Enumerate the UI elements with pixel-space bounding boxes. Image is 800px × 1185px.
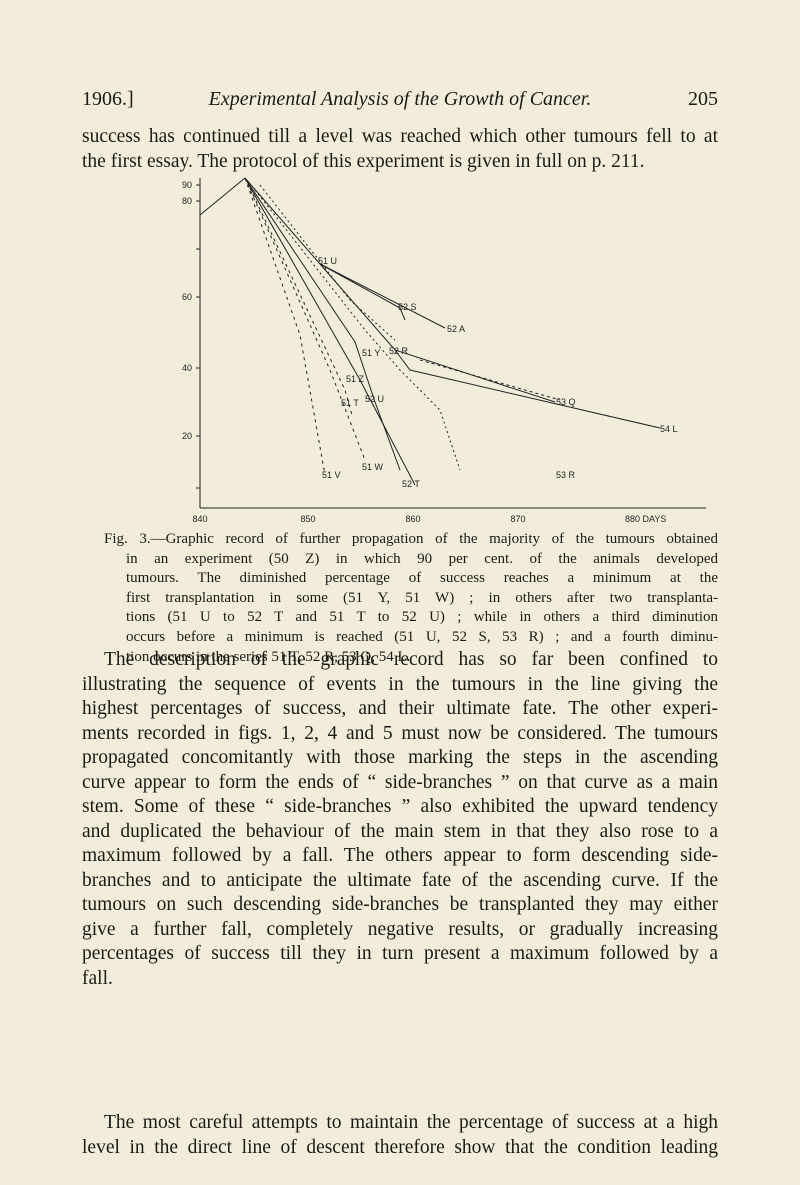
y-tick-label: 80 <box>182 196 192 206</box>
curve-label: 54 L <box>660 424 678 434</box>
text-line: tumours. The diminished percentage of su… <box>126 570 718 587</box>
text-line: in an experiment (50 Z) in which 90 per … <box>126 550 718 567</box>
header-title: Experimental Analysis of the Growth of C… <box>208 88 592 110</box>
curve <box>244 177 366 461</box>
y-tick-label: 40 <box>182 363 192 373</box>
y-tick-label: 60 <box>182 292 192 302</box>
curve-label: 52 U <box>365 394 384 404</box>
curve-label: 53 R <box>556 470 576 480</box>
text-line: first transplantation in some (51 Y, 51 … <box>126 589 718 606</box>
text-line: illustrating the sequence of events in t… <box>82 673 718 695</box>
curve <box>249 187 353 416</box>
page-number: 205 <box>688 88 718 110</box>
text-line: stem. Some of these “ side-branches ” al… <box>82 796 718 817</box>
text-line: occurs before a minimum is reached (51 U… <box>126 628 718 645</box>
text-line: curve appear to form the ends of “ side-… <box>82 771 718 793</box>
curve-label: 52 R <box>389 346 409 356</box>
header-year: 1906.] <box>82 88 134 110</box>
figure-caption: Fig. 3.—Graphic record of further propag… <box>82 530 718 667</box>
text-line: The description of the graphic record ha… <box>104 649 718 670</box>
curve <box>419 359 561 401</box>
curve <box>319 263 406 321</box>
paragraph: The description of the graphic record ha… <box>82 648 718 991</box>
text-line: ments recorded in figs. 1, 2, 4 and 5 mu… <box>82 722 718 744</box>
text-line: tumours on such descending side-branches… <box>82 894 718 915</box>
paragraph: success has continued till a level was r… <box>82 124 718 174</box>
text-line: give a further fall, completely negative… <box>82 918 718 940</box>
curve-label: 51 V <box>322 470 341 480</box>
y-tick-label: 20 <box>182 431 192 441</box>
curve <box>259 184 396 341</box>
text-line: percentages of success till they in turn… <box>82 943 718 964</box>
paragraph: The most careful attempts to maintain th… <box>82 1111 718 1160</box>
curve-label: 51 T <box>341 398 359 408</box>
x-tick-label: 870 <box>510 514 525 524</box>
y-tick-label: 90 <box>182 180 192 190</box>
text-line: highest percentages of success, and thei… <box>82 698 718 719</box>
text-line: propagated concomitantly with those mark… <box>82 747 718 768</box>
text-line: success has continued till a level was r… <box>82 126 718 147</box>
curve-label: 51 W <box>362 462 384 472</box>
curve-label: 53 Q <box>556 397 576 407</box>
curve-label: 52 S <box>398 302 417 312</box>
text-line: branches and to anticipate the ultimate … <box>82 869 718 891</box>
text-line: Fig. 3.—Graphic record of further propag… <box>104 531 718 547</box>
curve <box>394 349 661 429</box>
x-tick-label: 860 <box>405 514 420 524</box>
curve <box>244 177 401 471</box>
curve-label: 50 Z <box>247 170 266 172</box>
text-line: fall. <box>82 967 113 989</box>
text-line: the first essay. The protocol of this ex… <box>82 151 645 172</box>
curve <box>254 189 461 471</box>
curve-label: 51 U <box>318 256 337 266</box>
text-line: The most careful attempts to maintain th… <box>104 1112 718 1133</box>
curve <box>244 177 416 486</box>
curve <box>199 177 246 216</box>
curve-label: 52 T <box>402 479 420 489</box>
text-line: and duplicated the behaviour of the main… <box>82 820 718 842</box>
running-header: 1906.] Experimental Analysis of the Grow… <box>82 88 718 114</box>
figure: 90 80 60 40 20 840 850 860 870 880 DAYS 50 Z 51 U 52… <box>182 170 706 524</box>
curve-label: 51 Y <box>362 348 380 358</box>
curve-label: 51 Z <box>346 374 365 384</box>
text-line: tions (51 U to 52 T and 51 T to 52 U) ; … <box>126 609 718 626</box>
x-tick-label: 840 <box>192 514 207 524</box>
curve <box>244 177 326 476</box>
text-line: level in the direct line of descent ther… <box>82 1136 718 1158</box>
curve-label: 52 A <box>447 324 465 334</box>
text-line: maximum followed by a fall. The others a… <box>82 845 718 866</box>
x-tick-label: 880 DAYS <box>625 514 666 524</box>
text-line: tion occurs in the series 51 T, 52 R, 53… <box>126 648 411 665</box>
x-tick-label: 850 <box>300 514 315 524</box>
